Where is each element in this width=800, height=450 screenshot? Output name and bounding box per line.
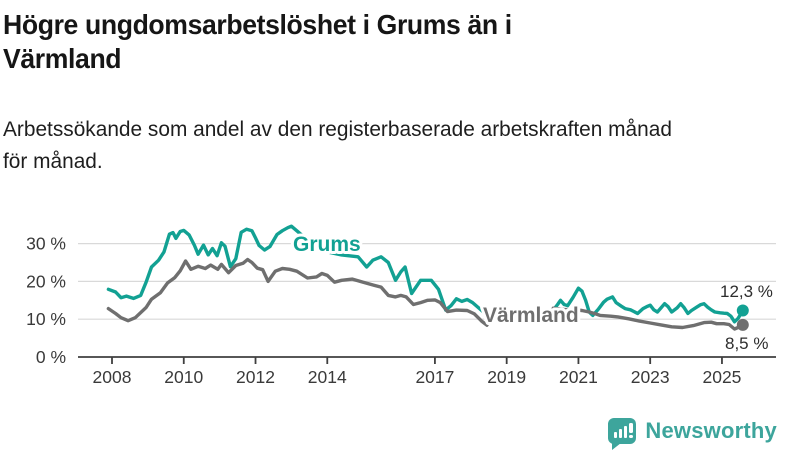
page-title: Högre ungdomsarbetslöshet i Grums än i V… <box>3 8 757 76</box>
x-tick-label-2012: 2012 <box>236 367 275 387</box>
varmland-end-value-label: 8,5 % <box>725 334 768 353</box>
y-tick-label-0: 0 % <box>36 347 66 367</box>
x-tick-label-2025: 2025 <box>702 367 741 387</box>
newsworthy-logo-text: Newsworthy <box>645 418 777 443</box>
x-tick-label-2023: 2023 <box>631 367 670 387</box>
varmland-series-label: Värmland <box>483 304 579 327</box>
y-tick-label-10: 10 % <box>26 309 66 329</box>
chart-subtitle-line-1: Arbetssökande som andel av den registerb… <box>3 117 672 141</box>
chart-subtitle-line-2: för månad. <box>3 149 103 173</box>
x-tick-label-2021: 2021 <box>559 367 598 387</box>
varmland-end-dot <box>736 318 749 331</box>
x-tick-label-2019: 2019 <box>487 367 526 387</box>
grums-end-dot <box>736 304 749 317</box>
chart-header: Högre ungdomsarbetslöshet i Grums än i V… <box>3 8 797 76</box>
chart-subtitle: Arbetssökande som andel av den registerb… <box>3 113 672 177</box>
page-title-line-2: Värmland <box>3 43 122 74</box>
grums-line-segment-1 <box>106 224 486 314</box>
page-title-line-1: Högre ungdomsarbetslöshet i Grums än i <box>3 9 512 40</box>
y-tick-label-20: 20 % <box>26 271 66 291</box>
x-tick-label-2017: 2017 <box>415 367 454 387</box>
newsworthy-speech-bubble-chart-icon <box>608 418 637 450</box>
grums-end-value-label: 12,3 % <box>720 282 773 301</box>
newsworthy-logo[interactable]: Newsworthy <box>608 418 777 450</box>
x-tick-label-2014: 2014 <box>308 367 347 387</box>
grums-series-label: Grums <box>293 233 361 256</box>
grums-line-segment-2 <box>551 286 745 324</box>
varmland-line-segment-1 <box>106 257 489 327</box>
varmland-line-segment-2 <box>551 306 745 331</box>
x-tick-label-2008: 2008 <box>93 367 132 387</box>
y-tick-label-30: 30 % <box>26 234 66 254</box>
x-tick-label-2010: 2010 <box>164 367 203 387</box>
